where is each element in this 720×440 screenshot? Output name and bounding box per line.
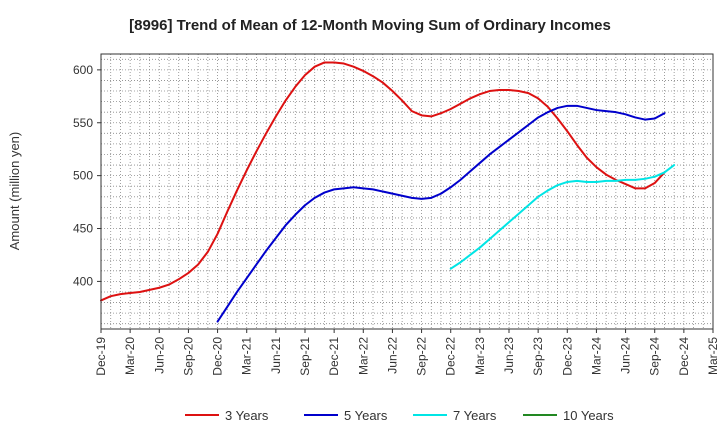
series-line-7-years — [449, 164, 676, 270]
legend-label: 7 Years — [453, 408, 497, 423]
x-tick-label: Sep-24 — [648, 337, 662, 376]
x-tick-label: Mar-22 — [356, 337, 370, 375]
x-tick-label: Jun-22 — [385, 337, 399, 374]
series-lines — [100, 61, 676, 323]
y-tick-label: 400 — [73, 274, 93, 288]
legend: 3 Years 5 Years 7 Years 10 Years — [185, 408, 614, 423]
x-tick-label: Dec-19 — [94, 337, 108, 376]
y-tick-label: 450 — [73, 222, 93, 236]
x-tick-label: Dec-21 — [327, 337, 341, 376]
y-axis-label: Amount (million yen) — [7, 132, 22, 251]
x-tick-label: Mar-20 — [123, 337, 137, 375]
x-tick-label: Mar-25 — [706, 337, 720, 375]
x-tick-label: Sep-22 — [415, 337, 429, 376]
legend-label: 5 Years — [344, 408, 388, 423]
grid — [101, 54, 713, 329]
x-tick-label: Dec-20 — [211, 337, 225, 376]
x-tick-label: Mar-21 — [240, 337, 254, 375]
x-tick-label: Jun-23 — [502, 337, 516, 374]
y-ticks: 400 450 500 550 600 — [73, 63, 101, 288]
x-ticks: Dec-19 Mar-20 Jun-20 Sep-20 Dec-20 Mar-21 Jun-… — [94, 329, 720, 376]
plot-frame — [100, 53, 714, 330]
y-tick-label: 600 — [73, 63, 93, 77]
x-tick-label: Jun-21 — [269, 337, 283, 374]
x-tick-label: Sep-23 — [531, 337, 545, 376]
x-tick-label: Sep-20 — [181, 337, 195, 376]
chart-title: [8996] Trend of Mean of 12-Month Moving … — [129, 17, 611, 34]
series-line-3-years — [100, 61, 666, 302]
legend-label: 3 Years — [225, 408, 269, 423]
x-tick-label: Dec-23 — [560, 337, 574, 376]
x-tick-label: Mar-24 — [589, 337, 603, 375]
series-line-5-years — [216, 104, 666, 323]
x-tick-label: Sep-21 — [298, 337, 312, 376]
y-tick-label: 550 — [73, 116, 93, 130]
x-tick-label: Dec-24 — [677, 337, 691, 376]
y-tick-label: 500 — [73, 169, 93, 183]
x-tick-label: Jun-20 — [152, 337, 166, 374]
legend-label: 10 Years — [563, 408, 614, 423]
x-tick-label: Mar-23 — [473, 337, 487, 375]
x-tick-label: Jun-24 — [619, 337, 633, 374]
x-tick-label: Dec-22 — [444, 337, 458, 376]
